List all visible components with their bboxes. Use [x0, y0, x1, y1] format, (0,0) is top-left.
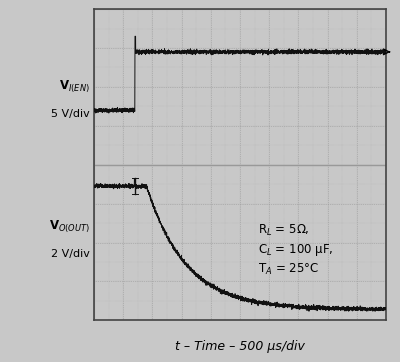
- Text: t – Time – 500 μs/div: t – Time – 500 μs/div: [175, 340, 305, 353]
- Text: C$_L$ = 100 μF,: C$_L$ = 100 μF,: [258, 242, 333, 258]
- Text: 5 V/div: 5 V/div: [51, 109, 90, 119]
- Text: V$_{I(EN)}$: V$_{I(EN)}$: [59, 79, 90, 95]
- Text: V$_{O(OUT)}$: V$_{O(OUT)}$: [49, 219, 90, 235]
- Text: T$_A$ = 25°C: T$_A$ = 25°C: [258, 262, 318, 277]
- Text: R$_L$ = 5Ω,: R$_L$ = 5Ω,: [258, 223, 309, 239]
- Text: 2 V/div: 2 V/div: [51, 249, 90, 259]
